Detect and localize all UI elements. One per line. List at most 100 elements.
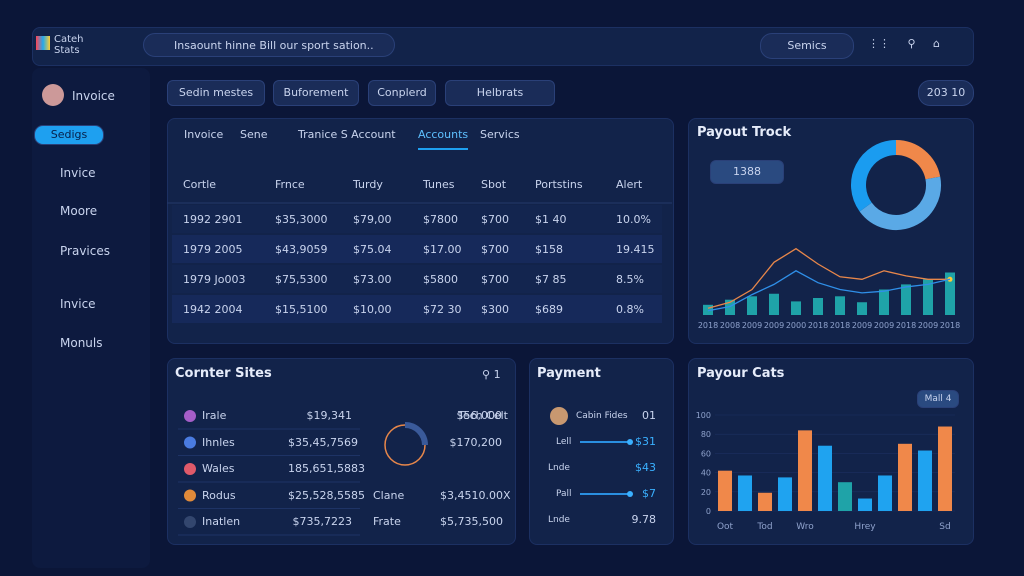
x-tick-label: Sd (939, 522, 950, 532)
filter[interactable]: Sedin mestes (167, 80, 265, 106)
site-name: Inatlen (202, 515, 241, 528)
tab[interactable]: Accounts (418, 128, 469, 150)
table-header: Cortle (183, 178, 217, 191)
ring-arc (404, 422, 428, 446)
bar (769, 293, 779, 315)
bar (791, 301, 801, 315)
tab[interactable]: Tranice S Account (298, 128, 396, 141)
filter[interactable]: Conplerd (368, 80, 436, 106)
table-cell: $15,5100 (275, 303, 328, 316)
button[interactable]: Semics (760, 33, 854, 59)
table-cell: $700 (481, 273, 509, 286)
avatar (550, 407, 568, 425)
nav-item[interactable]: Moore (60, 204, 98, 218)
bar (818, 445, 832, 511)
table-cell: $700 (481, 213, 509, 226)
payment-label: Lnde (548, 515, 570, 525)
site-icon (184, 463, 196, 475)
bar (901, 284, 911, 315)
tab[interactable]: Servics (480, 128, 520, 141)
icons[interactable]: ⋮⋮ ⚲ ⌂ (868, 37, 941, 50)
table-cell: 1992 2901 (183, 213, 243, 226)
site-icon (184, 489, 196, 502)
x-tick-label: 2018 (808, 321, 828, 330)
search[interactable]: ⚲ 1 (482, 368, 501, 381)
nav-item[interactable]: Invice (60, 297, 96, 311)
bar (838, 482, 852, 511)
line (707, 247, 950, 309)
table-cell: $1 40 (535, 213, 567, 226)
bar (918, 450, 932, 511)
tab[interactable]: Invoice (184, 128, 224, 141)
table-cell: $158 (535, 243, 563, 256)
line (707, 270, 951, 312)
table-cell: 1979 Jo003 (183, 273, 246, 286)
side-label: Clane (373, 488, 405, 502)
bar (725, 299, 735, 315)
table-cell: $700 (481, 243, 509, 256)
bar (938, 426, 952, 511)
table-cell: $7800 (423, 213, 458, 226)
row-bg (172, 235, 662, 263)
x-tick-label: 2018 (940, 321, 960, 330)
bar (778, 477, 792, 511)
bar (718, 470, 732, 511)
badge: Mall 4 (917, 390, 959, 408)
x-tick-label: 2008 (720, 321, 740, 330)
nav-item[interactable]: Invice (60, 166, 96, 180)
tab[interactable]: Sene (240, 128, 268, 141)
nav-item[interactable]: Pravices (60, 244, 110, 258)
site-name: Irale (202, 409, 227, 422)
table-cell: 1979 2005 (183, 243, 243, 256)
donut-segment (895, 140, 941, 180)
site-value: 185,651,5883 (288, 462, 365, 475)
table-cell: 10.0% (616, 213, 651, 226)
table-cell: 8.5% (616, 273, 644, 286)
y-tick-label: 100 (696, 411, 711, 420)
panel-title: Payout Trock (697, 125, 792, 140)
counter: 203 10 (918, 80, 974, 106)
side-value: $5,735,500 (440, 515, 503, 528)
y-tick-label: 40 (701, 469, 711, 478)
slider-knob (627, 439, 633, 445)
table-header: Portstins (535, 178, 583, 191)
x-tick-label: Tod (756, 522, 772, 532)
panel-title: Cornter Sites (175, 366, 272, 381)
panel-title: Payment (537, 366, 601, 381)
x-tick-label: 2018 (896, 321, 916, 330)
site-icon (184, 410, 196, 422)
bar (945, 272, 955, 315)
badge: 1388 (710, 160, 784, 184)
x-tick-label: 2000 (786, 321, 806, 330)
side-value: $56,000 (456, 409, 503, 422)
corner-sites-panel (167, 358, 516, 545)
side-value: $3,4510.00X (440, 488, 511, 502)
payment-label: Pall (556, 489, 572, 499)
y-tick-label: 60 (701, 449, 711, 458)
table-header: Frnce (275, 178, 305, 191)
bar (798, 430, 812, 511)
payment-label: Lnde (548, 463, 570, 473)
table-cell: $75,5300 (275, 273, 328, 286)
x-tick-label: 2018 (830, 321, 850, 330)
filter[interactable]: Buforement (273, 80, 359, 106)
search[interactable]: Insaount hinne Bill our sport sation.. (143, 33, 395, 57)
table-cell: 1942 2004 (183, 303, 243, 316)
bar (857, 302, 867, 315)
bar (858, 498, 872, 511)
profile[interactable]: Invoice (72, 89, 115, 103)
site-icon (184, 436, 196, 449)
nav-item[interactable]: Monuls (60, 336, 103, 350)
button[interactable]: Sedigs (34, 125, 104, 145)
x-tick-label: 2009 (852, 321, 872, 330)
x-tick-label: Oot (717, 522, 734, 532)
x-tick-label: 2009 (764, 321, 784, 330)
logo: Stats (54, 45, 80, 56)
payment-value: 01 (642, 409, 656, 422)
sidebar (32, 68, 150, 568)
bar (703, 304, 713, 315)
filter[interactable]: Helbrats (445, 80, 555, 106)
y-tick-label: 20 (701, 488, 711, 497)
payment-label: Lell (556, 437, 572, 447)
